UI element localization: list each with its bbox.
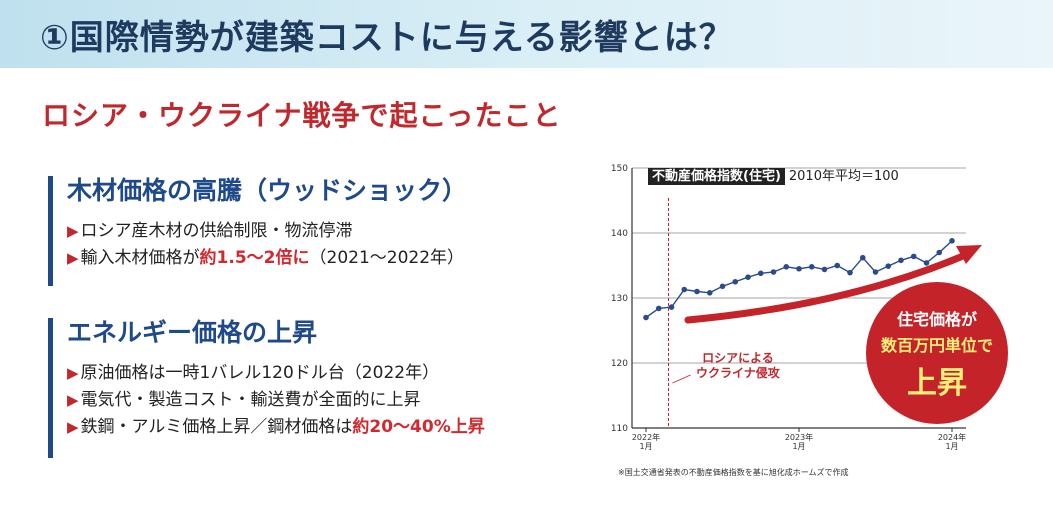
triangle-bullet-icon: ▶ xyxy=(67,222,79,240)
invasion-label-line2: ウクライナ侵攻 xyxy=(696,366,780,380)
data-point xyxy=(745,274,751,280)
bullet-item: ▶ 輸入木材価格が約1.5〜2倍に（2021〜2022年） xyxy=(67,245,467,272)
price-rise-callout: 住宅価格が 数百万円単位で 上昇 xyxy=(866,282,1008,424)
data-point xyxy=(923,260,930,266)
y-tick-label: 110 xyxy=(611,424,628,434)
invasion-leader-line xyxy=(672,374,691,384)
bullet-text: 電気代・製造コスト・輸送費が全面的に上昇 xyxy=(80,390,421,410)
data-point xyxy=(668,304,675,310)
y-tick-label: 140 xyxy=(611,229,628,239)
data-point xyxy=(694,288,700,295)
bullet-text-tail: （2021〜2022年） xyxy=(309,248,465,268)
callout-line1: 住宅価格が xyxy=(896,310,977,329)
data-point xyxy=(859,254,866,261)
data-point xyxy=(643,314,649,321)
data-point xyxy=(898,257,904,264)
source-note: ※国土交通省発表の不動産価格指数を基に旭化成ホームズで作成 xyxy=(618,468,849,477)
page-title: ①国際情勢が建築コストに与える影響とは？ xyxy=(40,18,734,58)
bullet-item: ▶ ロシア産木材の供給制限・物流停滞 xyxy=(67,218,467,245)
data-point xyxy=(936,249,943,256)
bullet-text: 鉄鋼・アルミ価格上昇／鋼材価格は xyxy=(80,417,353,437)
bullet-text: ロシア産木材の供給制限・物流停滞 xyxy=(80,221,353,241)
data-point xyxy=(910,253,917,260)
data-point xyxy=(732,278,739,285)
price-index-chart: 110 120 130 140 150 2022年 1月 2023年 1月 2024年 1月 不動産… xyxy=(600,155,1020,495)
chart-subtitle: 2010年平均＝100 xyxy=(788,169,899,184)
header-banner: ①国際情勢が建築コストに与える影響とは？ xyxy=(0,0,1053,68)
data-point xyxy=(681,286,688,293)
data-point xyxy=(655,305,662,312)
data-point xyxy=(808,264,815,270)
x-tick-label: 1月 xyxy=(792,442,805,451)
data-point xyxy=(770,269,777,275)
bullet-item: ▶ 電気代・製造コスト・輸送費が全面的に上昇 xyxy=(67,387,485,414)
chart-title: 不動産価格指数(住宅) xyxy=(648,168,785,185)
data-point xyxy=(783,264,790,270)
bullet-item: ▶ 鉄鋼・アルミ価格上昇／鋼材価格は約20〜40%上昇 xyxy=(67,414,485,441)
data-point xyxy=(885,263,892,269)
bullet-highlight: 約1.5〜2倍に xyxy=(199,248,310,268)
x-tick-label: 1月 xyxy=(639,442,652,451)
invasion-label-line1: ロシアによる xyxy=(702,351,774,365)
bullet-text: 原油価格は一時1バレル120ドル台（2022年） xyxy=(80,363,440,383)
triangle-bullet-icon: ▶ xyxy=(67,364,79,382)
energy-block: エネルギー価格の上昇 ▶ 原油価格は一時1バレル120ドル台（2022年） ▶ 電気… xyxy=(48,318,485,458)
data-point xyxy=(706,290,713,296)
x-tick-label: 2022年 xyxy=(632,432,660,442)
triangle-bullet-icon: ▶ xyxy=(67,249,79,267)
data-point xyxy=(821,266,828,273)
bullet-item: ▶ 原油価格は一時1バレル120ドル台（2022年） xyxy=(67,360,485,387)
energy-heading: エネルギー価格の上昇 xyxy=(67,318,318,347)
trend-arrow-head xyxy=(956,245,982,264)
invasion-annotation: ロシアによる ウクライナ侵攻 xyxy=(696,351,780,381)
callout-line3: 上昇 xyxy=(907,366,967,401)
data-point xyxy=(847,269,853,276)
data-point xyxy=(757,270,764,277)
bullet-text: 輸入木材価格が xyxy=(80,248,200,268)
bullet-highlight: 約20〜40%上昇 xyxy=(352,417,485,437)
data-point xyxy=(834,262,841,269)
trend-arrow-line xyxy=(684,249,974,324)
data-point xyxy=(872,269,879,275)
y-tick-label: 150 xyxy=(611,164,628,174)
section-title: ロシア・ウクライナ戦争で起こったこと xyxy=(42,99,562,132)
x-tick-label: 2023年 xyxy=(785,432,813,442)
callout-line2: 数百万円単位で xyxy=(880,336,993,355)
x-tick-label: 2024年 xyxy=(938,432,966,442)
triangle-bullet-icon: ▶ xyxy=(67,418,79,436)
triangle-bullet-icon: ▶ xyxy=(67,391,79,409)
data-point xyxy=(949,238,955,244)
wood-shock-heading: 木材価格の高騰（ウッドショック） xyxy=(67,176,468,205)
data-point xyxy=(719,283,726,290)
x-tick-label: 1月 xyxy=(945,442,958,451)
y-tick-label: 120 xyxy=(611,359,628,369)
data-point xyxy=(796,265,802,272)
chart-title-row: 不動産価格指数(住宅) 2010年平均＝100 xyxy=(648,165,899,185)
wood-shock-block: 木材価格の高騰（ウッドショック） ▶ ロシア産木材の供給制限・物流停滞 ▶ 輸入木材… xyxy=(48,176,467,286)
y-tick-label: 130 xyxy=(611,294,628,304)
